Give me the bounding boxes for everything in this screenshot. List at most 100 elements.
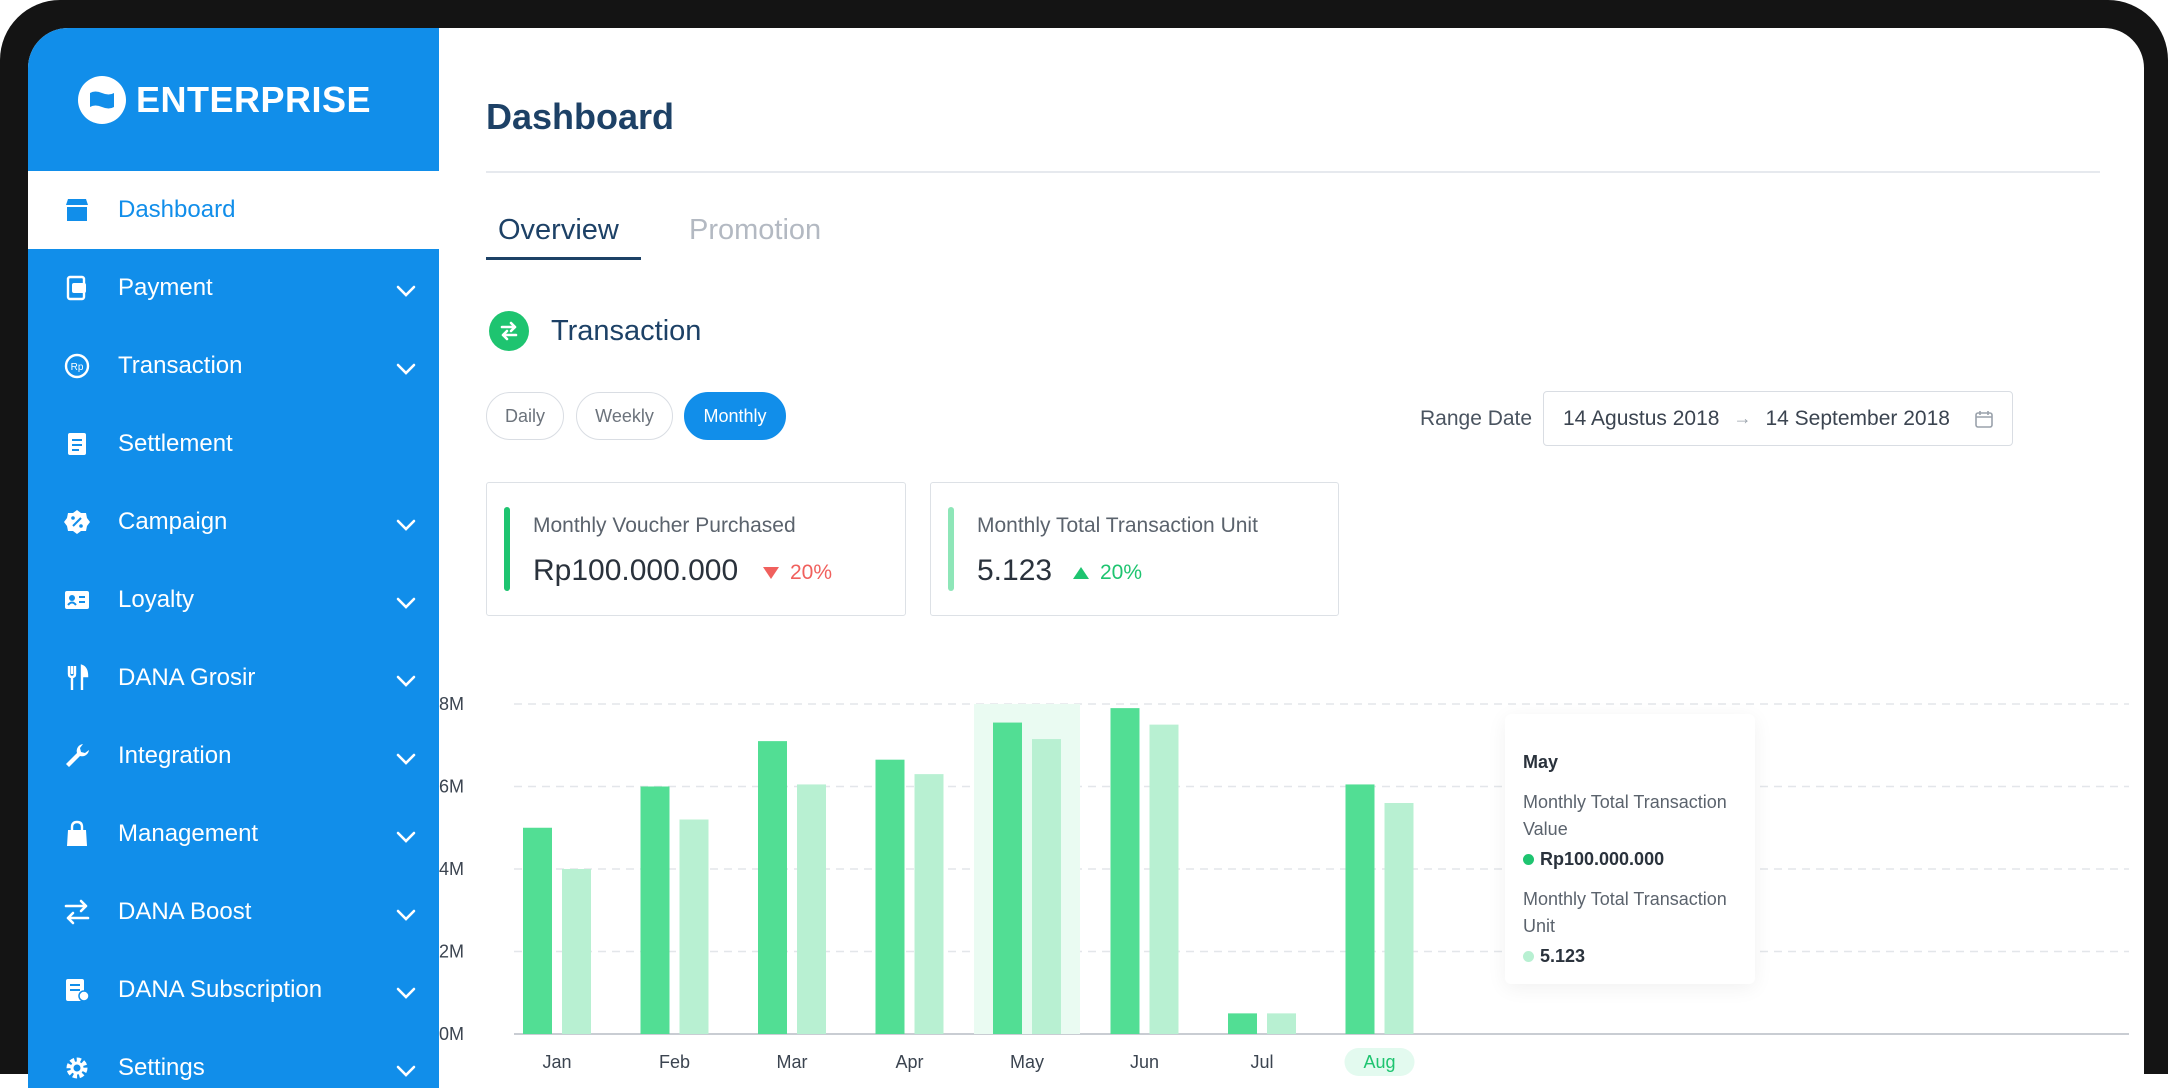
calendar-icon[interactable] (1974, 409, 1994, 435)
card-label: Monthly Voucher Purchased (533, 514, 796, 537)
x-tick-label: Feb (659, 1052, 690, 1072)
sidebar-item-label: Settlement (118, 430, 233, 457)
brand-logo[interactable]: ENTERPRISE (28, 28, 439, 171)
x-tick-label: Mar (777, 1052, 808, 1072)
selected-month-pill (1344, 1048, 1415, 1076)
triangle-down-icon (763, 567, 779, 579)
card-label: Monthly Total Transaction Unit (977, 514, 1258, 537)
chevron-down-icon[interactable] (395, 979, 417, 1007)
active-tab-indicator (486, 257, 641, 260)
swap-icon (60, 895, 94, 929)
card-change-value: 20% (1100, 561, 1143, 584)
sidebar-item-payment[interactable]: Payment (28, 249, 439, 327)
sidebar-item-campaign[interactable]: Campaign (28, 483, 439, 561)
sidebar-item-label: DANA Subscription (118, 976, 323, 1003)
tab-overview[interactable]: Overview (498, 214, 619, 246)
transaction-swap-icon (489, 311, 529, 351)
card-value: Rp100.000.000 (533, 554, 739, 587)
brand-logo-icon (78, 75, 126, 124)
tooltip-unit-label: Monthly Total Transaction Unit (1523, 889, 1727, 936)
svg-text:Rp: Rp (71, 362, 84, 373)
sidebar-item-label: Transaction (118, 352, 243, 379)
tooltip-value-text: Rp100.000.000 (1540, 849, 1665, 869)
unit-bar-jan (562, 869, 591, 1034)
period-weekly-button[interactable]: Weekly (576, 392, 673, 440)
sidebar-item-loyalty[interactable]: Loyalty (28, 561, 439, 639)
sidebar-item-label: Loyalty (118, 586, 195, 613)
header-divider (486, 171, 2100, 173)
sidebar-item-label: DANA Boost (118, 898, 252, 925)
utensils-icon (60, 661, 94, 695)
unit-bar-feb (679, 819, 709, 1034)
x-tick-label: Jul (1250, 1052, 1273, 1072)
bag-icon (60, 817, 94, 851)
y-tick-label: 6M (439, 777, 464, 797)
main-content: Dashboard Overview Promotion Transaction… (439, 28, 2144, 1088)
chevron-down-icon[interactable] (395, 823, 417, 851)
sidebar-item-management[interactable]: Management (28, 795, 439, 873)
sidebar-item-label: Dashboard (118, 196, 236, 223)
card-accent-bar (504, 507, 510, 591)
period-daily-button[interactable]: Daily (486, 392, 564, 440)
sidebar-item-transaction[interactable]: Rp Transaction (28, 327, 439, 405)
y-tick-label: 2M (439, 942, 464, 962)
sidebar-item-dana-grosir[interactable]: DANA Grosir (28, 639, 439, 717)
sidebar-item-dana-subscription[interactable]: DANA Subscription (28, 951, 439, 1029)
chevron-down-icon[interactable] (395, 745, 417, 773)
sidebar-item-label: Management (118, 820, 259, 847)
value-bar-aug (1345, 784, 1375, 1034)
chevron-down-icon[interactable] (395, 901, 417, 929)
period-monthly-button[interactable]: Monthly (684, 392, 786, 440)
chevron-down-icon[interactable] (395, 277, 417, 305)
x-tick-label: Jun (1130, 1052, 1159, 1072)
card-change: 20% (762, 561, 832, 585)
chevron-down-icon[interactable] (395, 667, 417, 695)
transaction-chart: 0M 2M 4M 6M 8M Jan Feb Mar Apr May Jun Jul Aug (439, 648, 2144, 1088)
sidebar: ENTERPRISE Dashboard Payment Rp Transaction… (28, 28, 439, 1088)
value-bar-jul (1228, 1013, 1257, 1034)
range-date-picker[interactable]: 14 Agustus 2018 → 14 September 2018 (1543, 391, 2013, 446)
unit-bar-may (1032, 739, 1061, 1034)
tooltip-value: Rp100.000.000 (1523, 849, 1755, 870)
tooltip-unit-text: 5.123 (1540, 946, 1586, 966)
value-bar-jan (523, 827, 552, 1034)
chart-tooltip: May Monthly Total Transaction Value Rp10… (1505, 714, 1755, 984)
x-tick-label: May (1010, 1052, 1044, 1072)
transaction-unit-card: Monthly Total Transaction Unit 5.123 20% (930, 482, 1339, 616)
sidebar-item-label: Campaign (118, 508, 228, 535)
y-tick-label: 8M (439, 694, 464, 714)
sidebar-item-label: Payment (118, 274, 213, 301)
unit-series-dot (1523, 951, 1534, 962)
highlight-band (974, 704, 1080, 1034)
percent-badge-icon (60, 505, 94, 539)
sidebar-item-label: Settings (118, 1054, 205, 1081)
x-tick-label: Apr (895, 1052, 923, 1072)
rupiah-coin-icon: Rp (60, 349, 94, 383)
sidebar-item-dashboard[interactable]: Dashboard (28, 171, 439, 249)
unit-bar-mar (797, 784, 826, 1034)
value-series-dot (1523, 854, 1534, 865)
value-bar-feb (640, 786, 670, 1034)
payment-icon (60, 271, 94, 305)
chevron-down-icon[interactable] (395, 1057, 417, 1085)
chevron-down-icon[interactable] (395, 589, 417, 617)
sidebar-item-settings[interactable]: Settings (28, 1029, 439, 1088)
tab-promotion[interactable]: Promotion (689, 214, 822, 246)
arrow-right-icon: → (1733, 408, 1752, 428)
id-card-icon (60, 583, 94, 617)
value-bar-jun (1110, 708, 1140, 1034)
sidebar-item-integration[interactable]: Integration (28, 717, 439, 795)
y-tick-label: 0M (439, 1024, 464, 1044)
card-accent-bar (948, 507, 954, 591)
transaction-bar-chart: 0M 2M 4M 6M 8M Jan Feb Mar Apr May Jun Jul Aug (439, 694, 2129, 1076)
sidebar-item-label: DANA Grosir (118, 664, 256, 691)
chevron-down-icon[interactable] (395, 355, 417, 383)
unit-bar-jul (1267, 1013, 1296, 1034)
section-title: Transaction (551, 315, 702, 347)
brand-name: ENTERPRISE (136, 78, 372, 120)
sidebar-item-dana-boost[interactable]: DANA Boost (28, 873, 439, 951)
sidebar-item-settlement[interactable]: Settlement (28, 405, 439, 483)
page-title: Dashboard (486, 96, 675, 137)
value-bar-may (993, 722, 1022, 1034)
chevron-down-icon[interactable] (395, 511, 417, 539)
